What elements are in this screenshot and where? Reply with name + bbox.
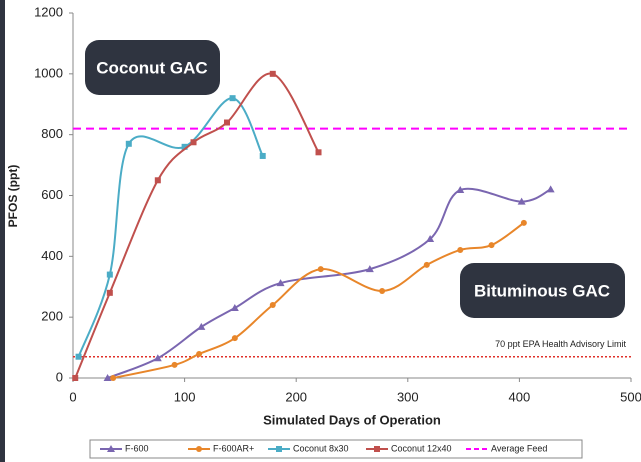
legend-label: F-600AR+ [213,443,254,453]
x-tick-label: 500 [620,389,641,404]
point [276,279,285,287]
point [317,266,324,273]
point [72,375,79,381]
point [379,288,386,295]
legend-marker [107,445,115,452]
point [269,70,276,77]
x-tick-label: 100 [174,389,196,404]
y-tick-label: 0 [56,369,63,384]
point [269,302,276,308]
point [457,246,464,253]
point [224,119,231,126]
x-tick-label: 300 [397,389,419,404]
y-tick-label: 200 [41,309,63,324]
point [230,304,239,312]
point [517,197,526,205]
y-tick-label: 800 [41,126,63,141]
legend-label: Coconut 8x30 [293,443,349,453]
annotation-box [460,263,625,318]
x-tick-label: 0 [69,389,76,404]
series-line [107,187,552,379]
series-line [74,72,320,379]
series-line [77,97,264,358]
point [197,322,206,330]
legend-box [89,439,583,459]
point [153,354,162,362]
point [190,139,197,146]
legend-label: Average Feed [491,443,547,453]
point [456,186,465,194]
edge-strip [0,0,5,462]
point [103,374,112,381]
annotation: Bituminous GAC [474,281,610,300]
point [229,95,236,102]
point [171,361,178,368]
point [181,143,188,150]
x-axis-label: Simulated Days of Operation [263,412,441,427]
annotation: Coconut GAC [96,58,207,77]
legend-marker [374,446,380,452]
y-tick-label: 600 [41,187,63,202]
point [154,177,161,184]
x-tick-label: 400 [509,389,531,404]
x-tick-label: 200 [285,389,307,404]
point [315,149,322,156]
y-tick-label: 400 [41,248,63,263]
legend-label: F-600 [125,443,149,453]
point [125,140,132,147]
point [365,265,374,273]
y-tick-label: 1000 [34,65,63,80]
point [423,261,430,268]
point [426,234,435,242]
point [259,152,266,159]
legend-label: Coconut 12x40 [391,443,452,453]
epa-limit-label: 70 ppt EPA Health Advisory Limit [495,339,626,349]
y-tick-label: 1200 [34,4,63,19]
point [488,242,495,249]
y-axis-label: PFOS (ppt) [6,165,20,228]
point [231,335,238,342]
point [106,289,113,296]
point [520,219,527,226]
point [196,350,203,357]
point [75,353,82,360]
legend-marker [276,446,282,452]
point [110,375,117,381]
point [546,185,555,193]
point [106,271,113,278]
legend-marker [196,446,202,452]
annotation-box [85,40,220,95]
